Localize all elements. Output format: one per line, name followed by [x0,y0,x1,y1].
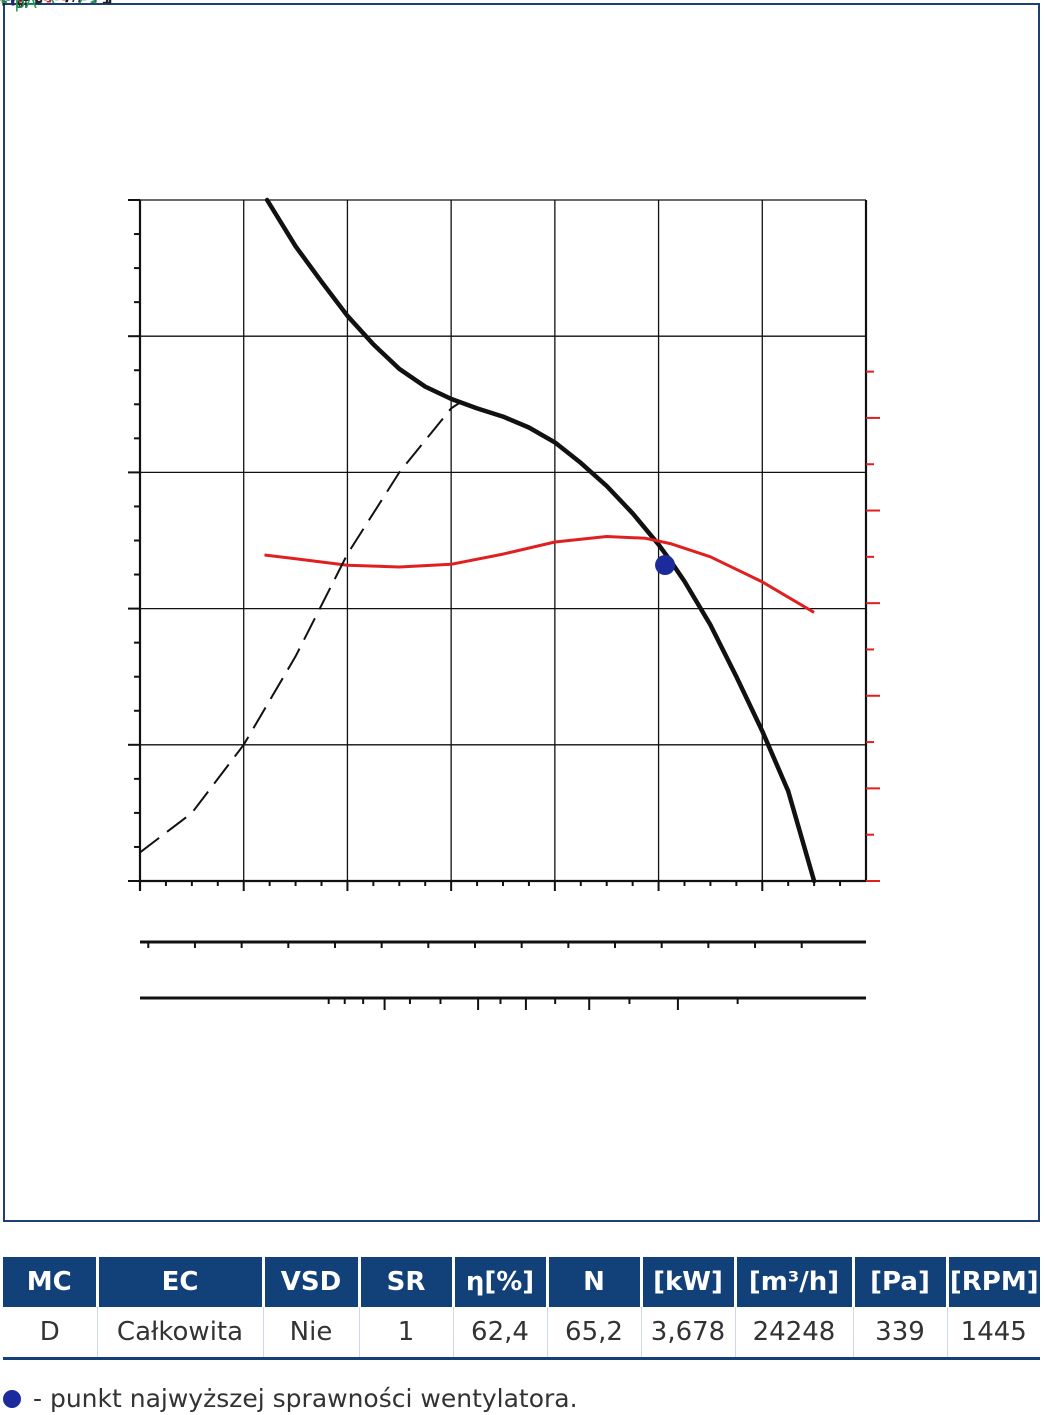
power-tick-label: 5000 [0,0,74,7]
table-row: D Całkowita Nie 1 62,4 65,2 3,678 24248 … [3,1307,1040,1360]
x2-tick-label: 3,0 [0,0,24,7]
x2-tick-label: 4,0 [0,0,24,7]
x2-tick-label: 5,0 [0,0,24,7]
x2-tick-label: 2,0 [0,0,24,7]
sfp-axis-label: SFP [0,0,62,7]
power-tick-label: 2000 [0,0,74,7]
power-tick-label: 0 [0,0,19,7]
spec-table: MC EC VSD SR η[%] N [kW] [m³/h] [Pa] [RP… [3,1257,1040,1360]
cell-rpm: 1445 [947,1307,1040,1360]
cell-n: 65,2 [547,1307,642,1360]
grid [139,199,867,882]
sound-level-value: 76 [0,0,25,5]
x3-tick-label: 700 [0,0,28,7]
x-tick-label: 8000 [0,0,37,7]
cell-mc: D [3,1307,98,1360]
x3-tick-label: 1000 [0,0,37,7]
sound-level-value: 79 [0,0,25,5]
cell-vsd: Nie [263,1307,360,1360]
y-axis-unit: [Pa] [0,0,45,5]
header-vsd: VSD [263,1257,361,1307]
power-curve [264,535,815,614]
cell-efficiency: 62,4 [453,1307,548,1360]
footnote: - punkt najwyższej sprawności wentylator… [3,1384,578,1413]
power-tick-label: 4000 [0,0,74,7]
x3-tick-label: 400 [0,0,28,7]
chart-title: TCBT/4-800/L [0,0,89,6]
efficiency-point-icon [3,1389,21,1408]
power-tick-label: 1000 [0,0,74,7]
header-pa: [Pa] [853,1257,949,1307]
header-efficiency: η[%] [453,1257,549,1307]
sfp-axis-unit: [W /m3/s] [0,0,98,5]
header-mc: MC [3,1257,99,1307]
fan-performance-chart: TCBT/4-800/L0100200300400psf[Pa]01000200… [0,0,880,1010]
header-sr: SR [359,1257,455,1307]
max-efficiency-point [655,555,676,576]
pressure-curve [264,197,817,884]
cell-pa: 339 [853,1307,948,1360]
header-ec: EC [97,1257,265,1307]
cell-flow: 24248 [735,1307,854,1360]
sound-level-unit: [dB(A)] [0,0,100,6]
x-tick-label: 16000 [0,0,46,7]
cell-ec: Całkowita [97,1307,264,1360]
x-tick-label: 20000 [0,0,46,7]
footnote-text: - punkt najwyższej sprawności wentylator… [33,1384,578,1413]
table-header-row: MC EC VSD SR η[%] N [kW] [m³/h] [Pa] [RP… [3,1257,1040,1307]
x2-tick-label: 7,0 [0,0,24,7]
x-tick-label: 28000 [0,0,46,7]
power-axis-label: P[W] [0,0,53,7]
power-tick-label: 3000 [0,0,74,7]
sound-level-value: 76 [0,0,25,5]
header-flow: [m³/h] [735,1257,855,1307]
x-tick-label: 4000 [0,0,37,7]
chart-frame [3,3,1040,1222]
header-rpm: [RPM] [947,1257,1040,1307]
x3-tick-label: 600 [0,0,28,7]
x3-tick-label: 500 [0,0,28,7]
x2-tick-label: 6,0 [0,0,24,7]
x-tick-label: 24000 [0,0,46,7]
x-tick-label: 12000 [0,0,46,7]
cell-sr: 1 [359,1307,454,1360]
cell-kw: 3,678 [641,1307,736,1360]
header-n: N [547,1257,643,1307]
system-curve [139,400,463,854]
header-kw: [kW] [641,1257,737,1307]
x2-tick-label: 8,0 [0,0,24,7]
